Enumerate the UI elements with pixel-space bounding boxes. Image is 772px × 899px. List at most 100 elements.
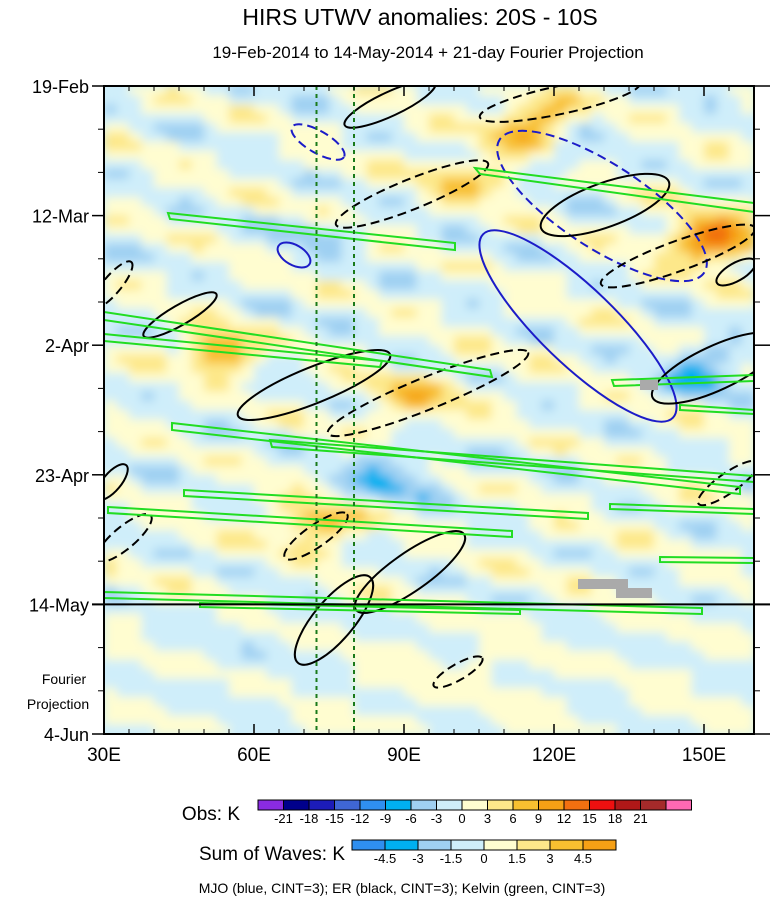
- field-cell: [654, 150, 668, 161]
- field-cell: [404, 335, 418, 346]
- field-cell: [266, 493, 280, 504]
- field-cell: [379, 622, 393, 633]
- field-cell: [304, 539, 318, 550]
- field-cell: [529, 558, 543, 568]
- field-cell: [104, 419, 118, 430]
- field-cell: [666, 224, 680, 235]
- field-cell: [166, 484, 180, 494]
- field-cell: [141, 456, 155, 467]
- field-cell: [329, 410, 343, 420]
- field-cell: [179, 493, 193, 504]
- field-cell: [104, 224, 118, 235]
- field-cell: [416, 132, 430, 143]
- field-cell: [716, 391, 730, 402]
- field-cell: [329, 345, 343, 356]
- field-cell: [354, 437, 368, 448]
- field-cell: [679, 511, 693, 522]
- field-cell: [304, 224, 318, 235]
- field-cell: [716, 206, 730, 217]
- field-cell: [491, 95, 505, 106]
- field-cell: [116, 373, 130, 383]
- field-cell: [691, 271, 705, 281]
- field-cell: [741, 632, 754, 643]
- field-cell: [591, 252, 605, 263]
- field-cell: [641, 150, 655, 161]
- field-cell: [104, 558, 118, 568]
- field-cell: [591, 123, 605, 133]
- field-cell: [304, 493, 318, 504]
- field-cell: [191, 706, 205, 717]
- field-cell: [291, 474, 305, 485]
- field-cell: [679, 613, 693, 624]
- field-cell: [291, 95, 305, 106]
- field-cell: [666, 206, 680, 217]
- field-cell: [716, 150, 730, 161]
- field-cell: [579, 437, 593, 448]
- field-cell: [279, 382, 293, 393]
- field-cell: [654, 280, 668, 291]
- field-cell: [366, 724, 380, 734]
- field-cell: [329, 373, 343, 383]
- field-cell: [416, 243, 430, 254]
- field-cell: [691, 632, 705, 643]
- field-cell: [641, 548, 655, 559]
- field-cell: [491, 669, 505, 680]
- field-cell: [216, 224, 230, 235]
- field-cell: [654, 659, 668, 670]
- field-cell: [704, 252, 718, 263]
- field-cell: [616, 271, 630, 281]
- field-cell: [491, 650, 505, 661]
- field-cell: [504, 632, 518, 643]
- field-cell: [391, 724, 405, 734]
- field-cell: [479, 706, 493, 717]
- field-cell: [429, 724, 443, 734]
- field-cell: [254, 113, 268, 124]
- field-cell: [541, 160, 555, 170]
- field-cell: [304, 622, 318, 633]
- field-cell: [554, 567, 568, 578]
- field-cell: [654, 419, 668, 430]
- field-cell: [441, 548, 455, 559]
- field-cell: [104, 373, 118, 383]
- field-cell: [641, 687, 655, 698]
- field-cell: [479, 595, 493, 605]
- field-cell: [704, 123, 718, 133]
- field-cell: [254, 465, 268, 476]
- field-cell: [229, 382, 243, 393]
- field-cell: [566, 474, 580, 485]
- field-cell: [104, 113, 118, 124]
- field-cell: [429, 697, 443, 707]
- field-cell: [704, 150, 718, 161]
- field-cell: [266, 252, 280, 263]
- field-cell: [241, 132, 255, 143]
- field-cell: [104, 521, 118, 531]
- field-cell: [541, 298, 555, 309]
- field-cell: [241, 456, 255, 467]
- field-cell: [266, 354, 280, 365]
- field-cell: [179, 298, 193, 309]
- field-cell: [354, 206, 368, 217]
- field-cell: [454, 187, 468, 198]
- field-cell: [191, 169, 205, 180]
- field-cell: [729, 326, 743, 337]
- field-cell: [579, 252, 593, 263]
- field-cell: [566, 447, 580, 457]
- field-cell: [441, 123, 455, 133]
- er-contour-positive: [343, 86, 437, 129]
- field-cell: [141, 715, 155, 726]
- field-cell: [529, 548, 543, 559]
- field-cell: [229, 706, 243, 717]
- field-cell: [654, 493, 668, 504]
- field-cell: [591, 604, 605, 615]
- field-cell: [741, 95, 754, 106]
- field-cell: [179, 437, 193, 448]
- y-tick-label: 4-Jun: [44, 725, 89, 745]
- field-cell: [279, 150, 293, 161]
- field-cell: [466, 141, 480, 152]
- field-cell: [466, 289, 480, 300]
- field-cell: [441, 437, 455, 448]
- field-cell: [441, 215, 455, 226]
- field-cell: [491, 308, 505, 319]
- field-cell: [704, 317, 718, 328]
- field-cell: [354, 141, 368, 152]
